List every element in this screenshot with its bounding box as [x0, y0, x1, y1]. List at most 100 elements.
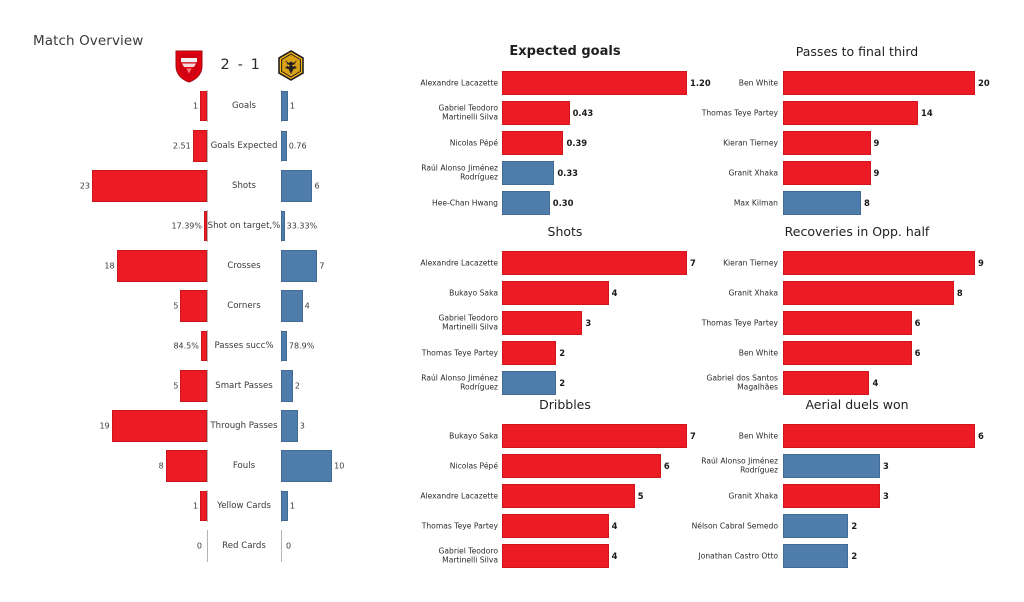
- match-overview-row: 5 2 Smart Passes: [0, 366, 400, 406]
- home-stat-value: 18: [104, 261, 115, 271]
- chart-bar-value: 4: [872, 378, 879, 388]
- away-stat-value: 4: [304, 301, 310, 311]
- chart-bar: [783, 131, 871, 155]
- player-name-label: Thomas Teye Partey: [421, 521, 498, 531]
- chart-bar-row: Granit Xhaka 9: [690, 158, 1024, 188]
- home-axis-tick: [207, 370, 208, 402]
- player-name-label: Ben White: [738, 78, 778, 88]
- match-overview-row: 1 1 Yellow Cards: [0, 486, 400, 526]
- home-stat-bar: [165, 450, 207, 482]
- chart-bar-value: 14: [921, 108, 933, 118]
- chart-bar-value: 7: [690, 258, 696, 268]
- chart-bar-row: Raúl Alonso Jiménez Rodríguez 0.33: [420, 158, 710, 188]
- chart-bar: [502, 191, 550, 215]
- chart-bar: [502, 454, 661, 478]
- chart-bar-row: Bukayo Saka 4: [420, 278, 710, 308]
- stat-label: Goals: [231, 100, 257, 111]
- chart-bar: [783, 71, 975, 95]
- chart-bar: [783, 514, 849, 538]
- chart-bar-value: 0.33: [557, 168, 578, 178]
- away-stat-bar: [281, 491, 288, 521]
- home-stat-bar: [192, 130, 207, 162]
- chart-bar-value: 4: [611, 288, 618, 298]
- player-name-label: Thomas Teye Partey: [701, 108, 778, 118]
- chart-bar: [783, 101, 918, 125]
- home-stat-value: 8: [158, 461, 164, 471]
- away-axis-tick: [281, 530, 282, 562]
- chart-bar: [502, 101, 570, 125]
- away-stat-value: 0.76: [288, 141, 307, 151]
- chart-bar-row: Alexandre Lacazette 1.20: [420, 68, 711, 98]
- chart-bar-value: 4: [611, 521, 618, 531]
- away-stat-bar: [281, 290, 303, 322]
- chart-bar: [783, 544, 849, 568]
- match-overview-row: 23 6 Shots: [0, 166, 400, 206]
- chart-bar-row: Gabriel Teodoro Martinelli Silva 4: [420, 541, 710, 571]
- chart-bar-value: 6: [914, 348, 921, 358]
- home-stat-value: 5: [173, 381, 179, 391]
- scoreline: 2 - 1: [220, 57, 262, 73]
- chart-bar-value: 3: [883, 491, 889, 501]
- player-bar-chart: Aerial duels won Ben White 6 Raúl Alonso Ji…: [690, 397, 1024, 571]
- away-stat-value: 3: [299, 421, 305, 431]
- chart-bar: [783, 484, 880, 508]
- player-bar-chart: Recoveries in Opp. half Kieran Tierney 9 Gr…: [690, 224, 1024, 398]
- chart-bar-row: Granit Xhaka 3: [690, 481, 1024, 511]
- player-name-label: Kieran Tierney: [723, 138, 778, 148]
- chart-bar-row: Nicolas Pépé 0.39: [420, 128, 710, 158]
- chart-bar-row: Gabriel dos Santos Magalhães 4: [690, 368, 1024, 398]
- player-name-label: Alexandre Lacazette: [420, 491, 498, 501]
- chart-bar: [783, 191, 861, 215]
- chart-bar-value: 6: [914, 318, 921, 328]
- arsenal-crest-icon: [175, 50, 203, 83]
- away-stat-value: 2: [294, 381, 300, 391]
- player-bar-chart: Passes to final third Ben White 20 Thomas T…: [690, 44, 1024, 218]
- chart-bar-value: 7: [690, 431, 696, 441]
- chart-title: Recoveries in Opp. half: [784, 224, 930, 239]
- chart-bar: [502, 161, 555, 185]
- chart-bar: [502, 484, 635, 508]
- chart-bar-row: Bukayo Saka 7: [420, 421, 710, 451]
- chart-bar-value: 4: [611, 551, 618, 561]
- chart-bar: [783, 341, 912, 365]
- player-name-label: Nicolas Pépé: [449, 138, 498, 148]
- chart-bar-value: 9: [978, 258, 984, 268]
- chart-bar-value: 3: [585, 318, 592, 328]
- match-overview-row: 5 4 Corners: [0, 286, 400, 326]
- chart-bar-value: 2: [851, 521, 858, 531]
- chart-bar: [502, 544, 609, 568]
- away-stat-value: 0: [286, 541, 292, 551]
- home-stat-bar: [180, 370, 207, 402]
- chart-bar: [502, 281, 609, 305]
- chart-bar-row: Jonathan Castro Otto 2: [690, 541, 1024, 571]
- home-stat-value: 23: [79, 181, 90, 191]
- match-overview-row: 84.5% 78.9% Passes succ%: [0, 326, 400, 366]
- away-stat-value: 1: [289, 501, 295, 511]
- away-stat-bar: [281, 410, 298, 442]
- chart-bar-value: 2: [851, 551, 858, 561]
- stat-label: Corners: [227, 300, 261, 311]
- chart-bar-row: Alexandre Lacazette 7: [420, 248, 710, 278]
- player-name-label: Hee-Chan Hwang: [432, 198, 498, 208]
- stat-label: Passes succ%: [214, 340, 274, 351]
- chart-bar-row: Ben White 6: [690, 338, 1024, 368]
- away-stat-bar: [281, 450, 333, 482]
- player-name-label: Ben White: [738, 348, 778, 358]
- stat-label: Crosses: [227, 260, 261, 271]
- player-name-label: Kieran Tierney: [723, 258, 778, 268]
- chart-bar: [783, 424, 975, 448]
- chart-bar-row: Thomas Teye Partey 2: [420, 338, 710, 368]
- player-name-label: Nicolas Pépé: [449, 461, 498, 471]
- stat-label: Shots: [231, 180, 256, 191]
- home-axis-tick: [207, 130, 208, 162]
- chart-bar: [783, 281, 954, 305]
- wolves-crest-icon: [278, 50, 304, 81]
- chart-bar-row: Max Kilman 8: [690, 188, 1024, 218]
- home-axis-tick: [207, 410, 208, 442]
- player-bar-chart: Expected goals Alexandre Lacazette 1.20 Gab…: [420, 44, 711, 218]
- player-name-label: Raúl Alonso Jiménez Rodríguez: [421, 163, 498, 182]
- stat-label: Smart Passes: [215, 380, 273, 391]
- chart-bar: [783, 311, 912, 335]
- chart-bar-value: 8: [956, 288, 963, 298]
- player-name-label: Gabriel dos Santos Magalhães: [706, 373, 779, 392]
